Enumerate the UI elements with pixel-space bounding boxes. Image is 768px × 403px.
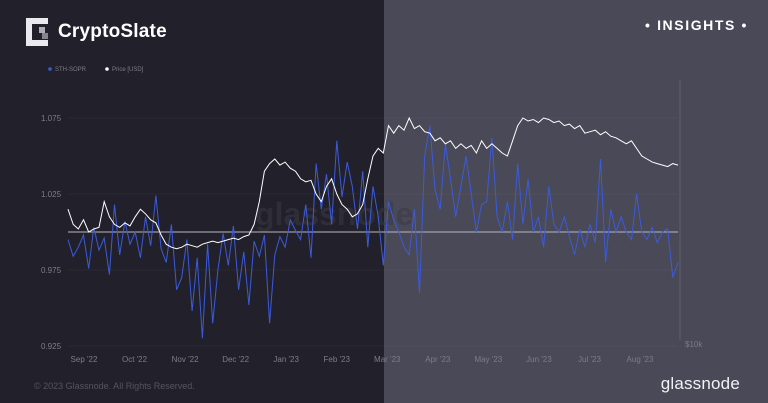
footer-copyright: © 2023 Glassnode. All Rights Reserved. [34,381,195,391]
insights-label: INSIGHTS [657,17,736,33]
y-tick-label: 0.975 [41,266,62,275]
x-tick-label: Sep '22 [71,355,98,364]
y-tick-label: 0.925 [41,342,62,351]
bullet-icon: • [645,17,652,33]
legend-label: Price [USD] [112,67,144,73]
cryptoslate-logo-icon [26,18,48,46]
background-right [384,0,768,403]
x-tick-label: Nov '22 [172,355,199,364]
legend-label: STH-SOPR [55,67,87,73]
series-line-price [67,116,679,250]
right-axis-label: $10k [685,340,703,349]
x-tick-label: Feb '23 [324,355,351,364]
chart-watermark: glassnode [255,196,413,232]
brand-name: CryptoSlate [58,21,167,42]
x-tick-label: May '23 [474,355,502,364]
legend-swatch [105,67,109,71]
bullet-icon: • [741,17,748,33]
x-tick-label: Jan '23 [273,355,299,364]
cryptoslate-brand: CryptoSlate [26,18,167,46]
x-tick-label: Jul '23 [578,355,601,364]
x-tick-label: Dec '22 [222,355,249,364]
series-line-sth-sopr [67,125,679,339]
insights-badge: • INSIGHTS • [645,17,748,33]
legend-swatch [48,67,52,71]
x-tick-label: Apr '23 [425,355,451,364]
x-tick-label: Oct '22 [122,355,148,364]
x-tick-label: Aug '23 [627,355,654,364]
x-tick-label: Mar '23 [374,355,401,364]
y-tick-label: 1.025 [41,190,62,199]
y-tick-label: 1.075 [41,114,62,123]
x-tick-label: Jun '23 [526,355,552,364]
footer-glassnode-brand: glassnode [660,374,740,393]
